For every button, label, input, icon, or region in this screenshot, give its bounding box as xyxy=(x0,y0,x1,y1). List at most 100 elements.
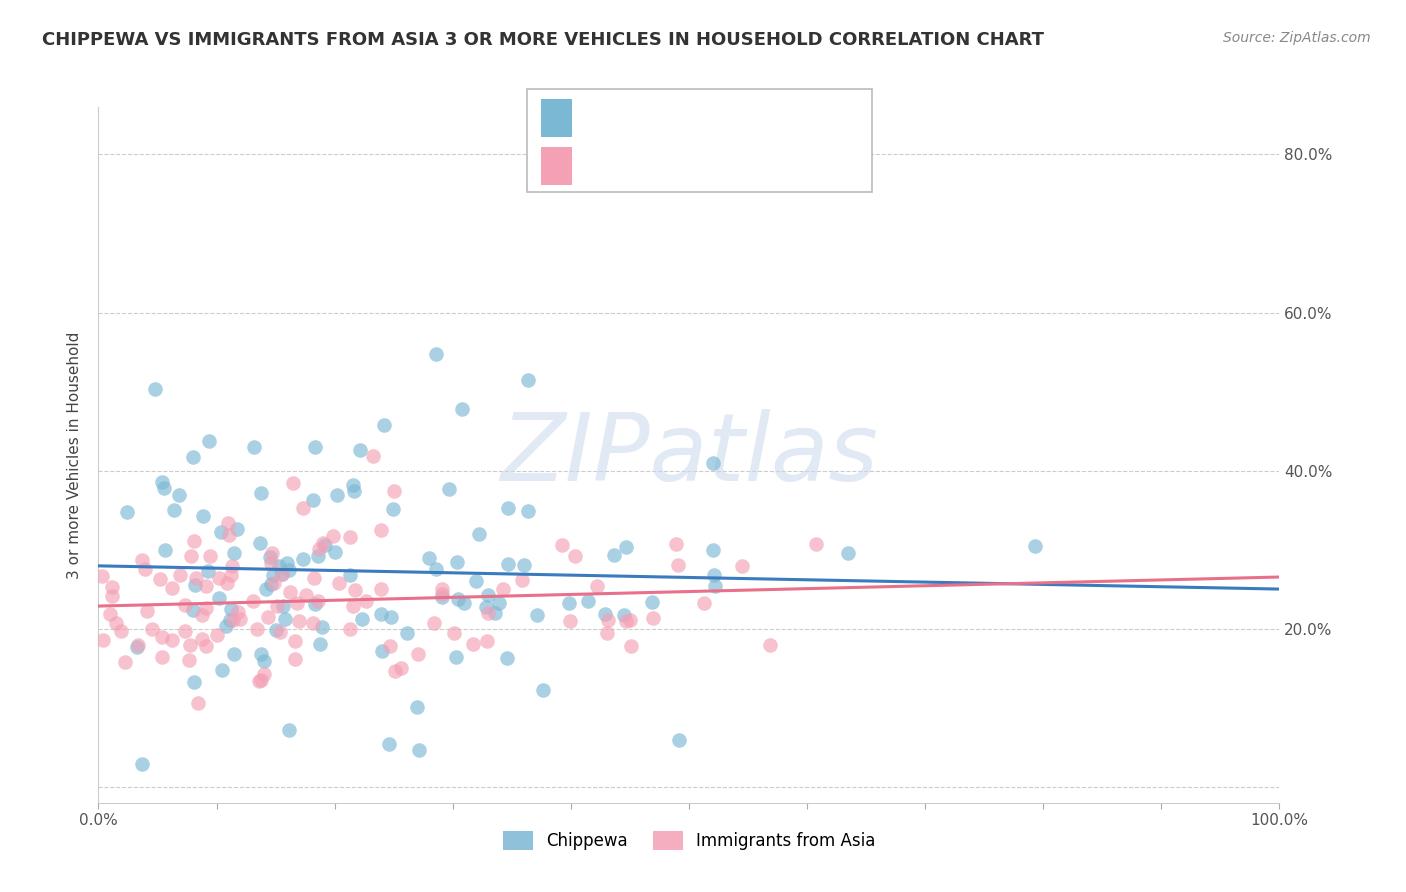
Text: ZIPatlas: ZIPatlas xyxy=(501,409,877,500)
Point xyxy=(804,537,827,551)
Point xyxy=(110,624,132,638)
Point xyxy=(342,478,364,492)
Point xyxy=(430,582,453,596)
Point xyxy=(371,644,394,658)
Point xyxy=(169,568,191,582)
Point xyxy=(105,616,128,631)
Point xyxy=(264,623,287,637)
Point xyxy=(269,625,291,640)
Point xyxy=(380,610,402,624)
Point xyxy=(222,647,245,661)
Legend: Chippewa, Immigrants from Asia: Chippewa, Immigrants from Asia xyxy=(496,824,882,857)
Text: 0.014: 0.014 xyxy=(630,157,685,175)
Point xyxy=(484,606,506,620)
Point xyxy=(477,588,499,602)
Point xyxy=(475,633,498,648)
Point xyxy=(278,585,301,599)
Point xyxy=(190,608,212,623)
Point xyxy=(516,373,538,387)
Point xyxy=(349,443,371,458)
Point xyxy=(249,536,271,550)
Point xyxy=(342,599,364,613)
Point xyxy=(131,553,153,567)
Point xyxy=(432,591,454,605)
Point xyxy=(308,541,330,556)
Point xyxy=(150,630,173,644)
Point xyxy=(98,607,121,622)
Point xyxy=(160,633,183,648)
Y-axis label: 3 or more Vehicles in Household: 3 or more Vehicles in Household xyxy=(67,331,83,579)
Point xyxy=(596,626,619,640)
Point xyxy=(443,625,465,640)
Point xyxy=(262,568,284,582)
Point xyxy=(218,527,240,541)
Point xyxy=(370,523,392,537)
Point xyxy=(284,634,307,648)
Point xyxy=(250,647,273,661)
Point xyxy=(277,563,299,577)
Point xyxy=(143,382,166,396)
Point xyxy=(517,504,540,518)
Point xyxy=(114,655,136,669)
Point xyxy=(339,623,361,637)
Point xyxy=(446,555,468,569)
Point xyxy=(328,575,350,590)
Point xyxy=(432,587,454,601)
Point xyxy=(217,516,239,530)
Point xyxy=(361,449,384,463)
Point xyxy=(288,614,311,628)
Point xyxy=(228,612,250,626)
Point xyxy=(174,624,197,639)
Point xyxy=(488,596,510,610)
Point xyxy=(153,543,176,558)
Point xyxy=(453,596,475,610)
Point xyxy=(274,612,297,626)
Point xyxy=(512,573,534,587)
Point xyxy=(191,509,214,524)
Text: N =: N = xyxy=(703,109,742,127)
Point xyxy=(278,723,301,738)
Point xyxy=(183,603,205,617)
Point xyxy=(295,588,318,602)
Point xyxy=(219,568,242,582)
Point xyxy=(496,651,519,665)
Point xyxy=(191,632,214,647)
Point xyxy=(125,640,148,654)
Point xyxy=(150,649,173,664)
Point xyxy=(560,614,582,628)
Point xyxy=(619,613,641,627)
Point xyxy=(134,562,156,576)
Text: N =: N = xyxy=(703,157,742,175)
Point xyxy=(302,616,325,631)
Point xyxy=(221,601,243,615)
Point xyxy=(304,440,326,454)
Point xyxy=(162,581,184,595)
Point xyxy=(208,591,231,605)
Point xyxy=(198,549,221,564)
Point xyxy=(731,559,754,574)
Point xyxy=(224,546,246,560)
Point xyxy=(343,582,366,597)
Point xyxy=(260,556,283,570)
Point xyxy=(211,663,233,677)
Point xyxy=(271,567,294,582)
Point xyxy=(194,579,217,593)
Point xyxy=(668,732,690,747)
Point xyxy=(665,537,688,551)
Point xyxy=(283,476,305,491)
Point xyxy=(263,576,285,591)
Point xyxy=(197,434,219,448)
Point xyxy=(498,557,520,571)
Point xyxy=(101,580,124,594)
Point xyxy=(256,610,278,624)
Point xyxy=(246,622,269,636)
Point xyxy=(450,401,472,416)
Point xyxy=(260,577,283,591)
Point xyxy=(425,347,447,361)
Point xyxy=(620,639,643,653)
Point xyxy=(614,540,637,554)
Point xyxy=(475,600,498,615)
Point xyxy=(314,538,336,552)
Point xyxy=(693,596,716,610)
Point xyxy=(302,571,325,585)
